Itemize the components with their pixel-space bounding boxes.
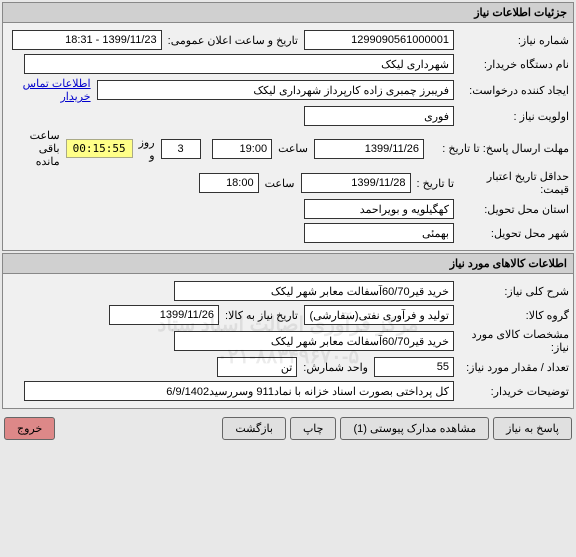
unit-label: واحد شمارش: xyxy=(297,361,374,374)
min-validity-time-field[interactable] xyxy=(199,173,259,193)
need-details-header: جزئیات اطلاعات نیاز xyxy=(3,3,573,23)
announce-field[interactable] xyxy=(12,30,162,50)
time-label-1: ساعت xyxy=(272,142,314,155)
respond-button[interactable]: پاسخ به نیاز xyxy=(493,417,572,440)
exit-button[interactable]: خروج xyxy=(4,417,55,440)
min-validity-date-field[interactable] xyxy=(301,173,411,193)
summary-field[interactable] xyxy=(174,281,454,301)
goods-info-header: اطلاعات کالاهای مورد نیاز xyxy=(3,254,573,274)
goods-info-panel: اطلاعات کالاهای مورد نیاز مرکز فرآوری اص… xyxy=(2,253,574,409)
spec-field[interactable] xyxy=(174,331,454,351)
time-label-2: ساعت xyxy=(259,177,301,190)
notes-field[interactable] xyxy=(24,381,454,401)
deadline-date-field[interactable] xyxy=(314,139,424,159)
province-field[interactable] xyxy=(304,199,454,219)
group-field[interactable] xyxy=(304,305,454,325)
province-label: استان محل تحویل: xyxy=(454,203,569,216)
unit-field[interactable] xyxy=(217,357,297,377)
priority-field[interactable] xyxy=(304,106,454,126)
need-details-panel: جزئیات اطلاعات نیاز شماره نیاز: تاریخ و … xyxy=(2,2,574,251)
requester-label: ایجاد کننده درخواست: xyxy=(454,84,569,97)
deadline-time-field[interactable] xyxy=(212,139,272,159)
deadline-label: مهلت ارسال پاسخ: تا تاریخ : xyxy=(424,142,569,155)
requester-field[interactable] xyxy=(97,80,454,100)
back-button[interactable]: بازگشت xyxy=(222,417,286,440)
min-validity-label: حداقل تاریخ اعتبار قیمت: xyxy=(454,170,569,196)
attachments-button[interactable]: مشاهده مدارک پیوستی (1) xyxy=(340,417,489,440)
priority-label: اولویت نیاز : xyxy=(454,110,569,123)
spec-label: مشخصات کالای مورد نیاز: xyxy=(454,328,569,354)
days-label: روز و xyxy=(133,136,161,162)
countdown-timer: 00:15:55 xyxy=(66,139,133,158)
days-field[interactable] xyxy=(161,139,201,159)
qty-label: تعداد / مقدار مورد نیاز: xyxy=(454,361,569,374)
group-label: گروه کالا: xyxy=(454,309,569,322)
city-field[interactable] xyxy=(304,223,454,243)
buyer-org-label: نام دستگاه خریدار: xyxy=(454,58,569,71)
city-label: شهر محل تحویل: xyxy=(454,227,569,240)
remain-label: ساعت باقی مانده xyxy=(7,129,66,168)
need-number-label: شماره نیاز: xyxy=(454,34,569,47)
need-date-field[interactable] xyxy=(109,305,219,325)
notes-label: توضیحات خریدار: xyxy=(454,385,569,398)
summary-label: شرح کلی نیاز: xyxy=(454,285,569,298)
need-number-field[interactable] xyxy=(304,30,454,50)
qty-field[interactable] xyxy=(374,357,454,377)
button-bar: پاسخ به نیاز مشاهده مدارک پیوستی (1) چاپ… xyxy=(0,411,576,446)
print-button[interactable]: چاپ xyxy=(290,417,337,440)
need-date-label: تاریخ نیاز به کالا: xyxy=(219,309,304,322)
buyer-org-field[interactable] xyxy=(24,54,454,74)
contact-link[interactable]: اطلاعات تماس خریدار xyxy=(7,77,97,103)
announce-label: تاریخ و ساعت اعلان عمومی: xyxy=(162,34,304,47)
until-label: تا تاریخ : xyxy=(411,177,454,190)
